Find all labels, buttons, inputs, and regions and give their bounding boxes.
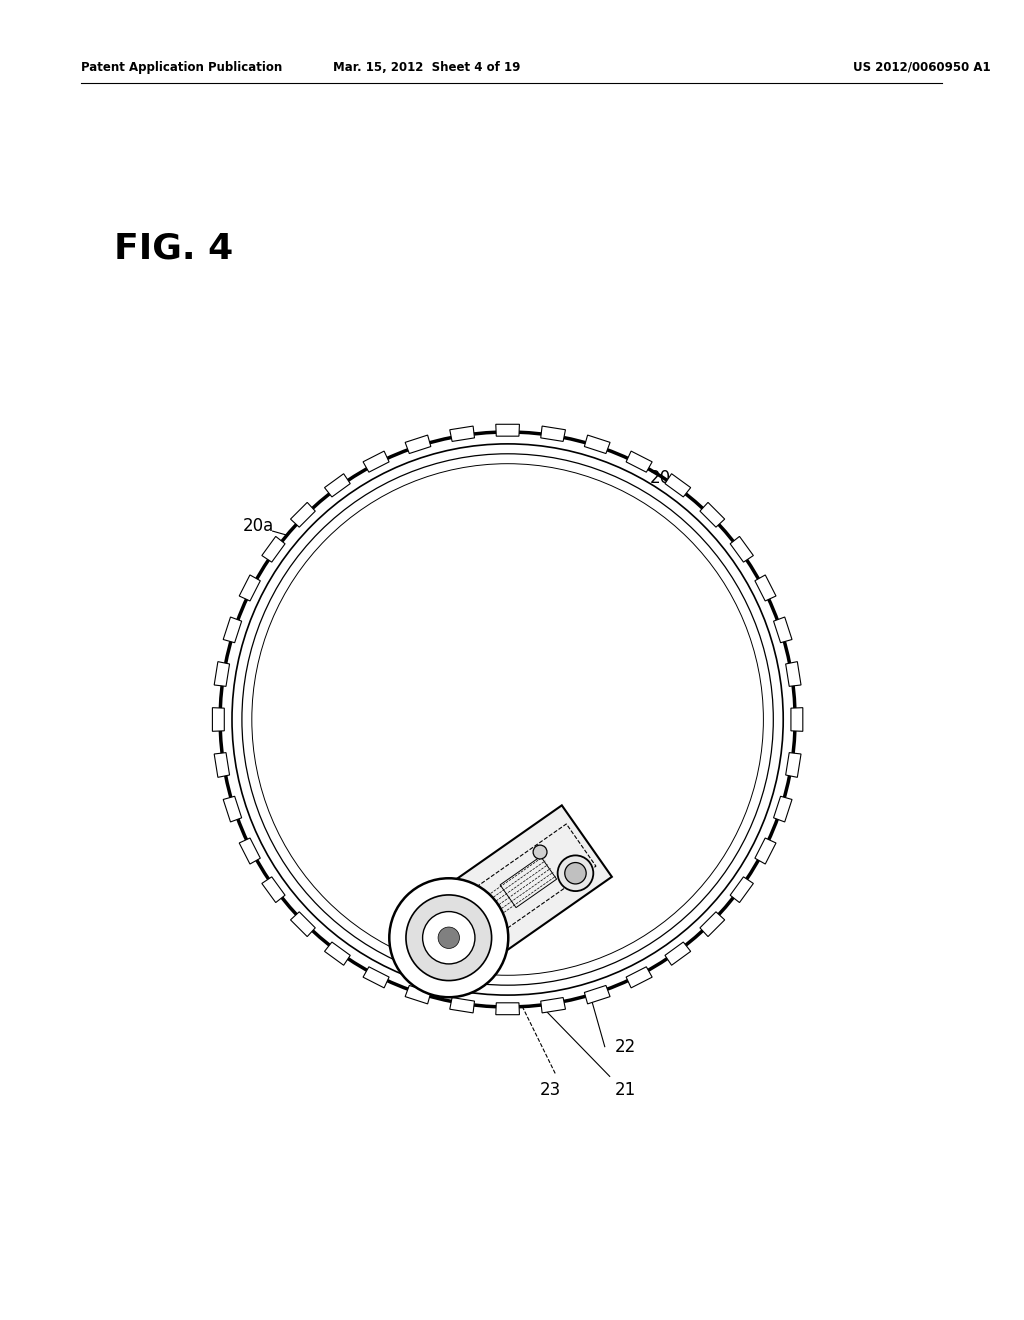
Polygon shape [364, 451, 389, 473]
Polygon shape [325, 474, 350, 496]
Polygon shape [496, 1003, 519, 1015]
Text: 20: 20 [649, 469, 671, 487]
Circle shape [534, 845, 547, 859]
Polygon shape [223, 796, 242, 822]
Polygon shape [413, 940, 427, 956]
Polygon shape [785, 752, 801, 777]
Polygon shape [223, 616, 242, 643]
Circle shape [389, 878, 508, 997]
Polygon shape [541, 998, 565, 1012]
Polygon shape [450, 426, 474, 441]
Polygon shape [665, 942, 690, 965]
Polygon shape [585, 436, 610, 454]
Polygon shape [626, 966, 652, 987]
Text: FIG. 4: FIG. 4 [114, 231, 233, 265]
Polygon shape [700, 503, 725, 527]
Circle shape [438, 927, 460, 949]
Polygon shape [422, 953, 436, 969]
Polygon shape [665, 474, 690, 496]
Polygon shape [291, 912, 315, 937]
Circle shape [220, 432, 795, 1007]
Polygon shape [541, 426, 565, 441]
Text: 20a: 20a [243, 517, 274, 535]
Polygon shape [240, 576, 260, 601]
Polygon shape [214, 752, 229, 777]
Polygon shape [496, 424, 519, 436]
Polygon shape [291, 503, 315, 527]
Polygon shape [325, 942, 350, 965]
Circle shape [242, 454, 773, 985]
Polygon shape [700, 912, 725, 937]
Polygon shape [450, 998, 474, 1012]
Circle shape [558, 855, 593, 891]
Polygon shape [399, 805, 612, 990]
Polygon shape [791, 708, 803, 731]
Polygon shape [730, 536, 754, 562]
Text: Mar. 15, 2012  Sheet 4 of 19: Mar. 15, 2012 Sheet 4 of 19 [333, 61, 520, 74]
Polygon shape [585, 986, 610, 1005]
Text: Patent Application Publication: Patent Application Publication [81, 61, 283, 74]
Polygon shape [755, 576, 776, 601]
Text: US 2012/0060950 A1: US 2012/0060950 A1 [853, 61, 990, 74]
Polygon shape [773, 616, 792, 643]
Polygon shape [212, 708, 224, 731]
Polygon shape [773, 796, 792, 822]
Text: 22: 22 [614, 1038, 636, 1056]
Polygon shape [730, 876, 754, 903]
Circle shape [232, 444, 783, 995]
Polygon shape [785, 661, 801, 686]
Circle shape [252, 463, 764, 975]
Polygon shape [364, 966, 389, 987]
Polygon shape [755, 838, 776, 865]
Text: 21: 21 [614, 1081, 636, 1100]
Circle shape [423, 912, 475, 964]
Circle shape [406, 895, 492, 981]
Polygon shape [262, 536, 285, 562]
Polygon shape [406, 436, 431, 454]
Polygon shape [626, 451, 652, 473]
Polygon shape [240, 838, 260, 865]
Polygon shape [262, 876, 285, 903]
Polygon shape [406, 986, 431, 1005]
Text: 23: 23 [540, 1081, 561, 1100]
Circle shape [565, 862, 586, 884]
Polygon shape [214, 661, 229, 686]
